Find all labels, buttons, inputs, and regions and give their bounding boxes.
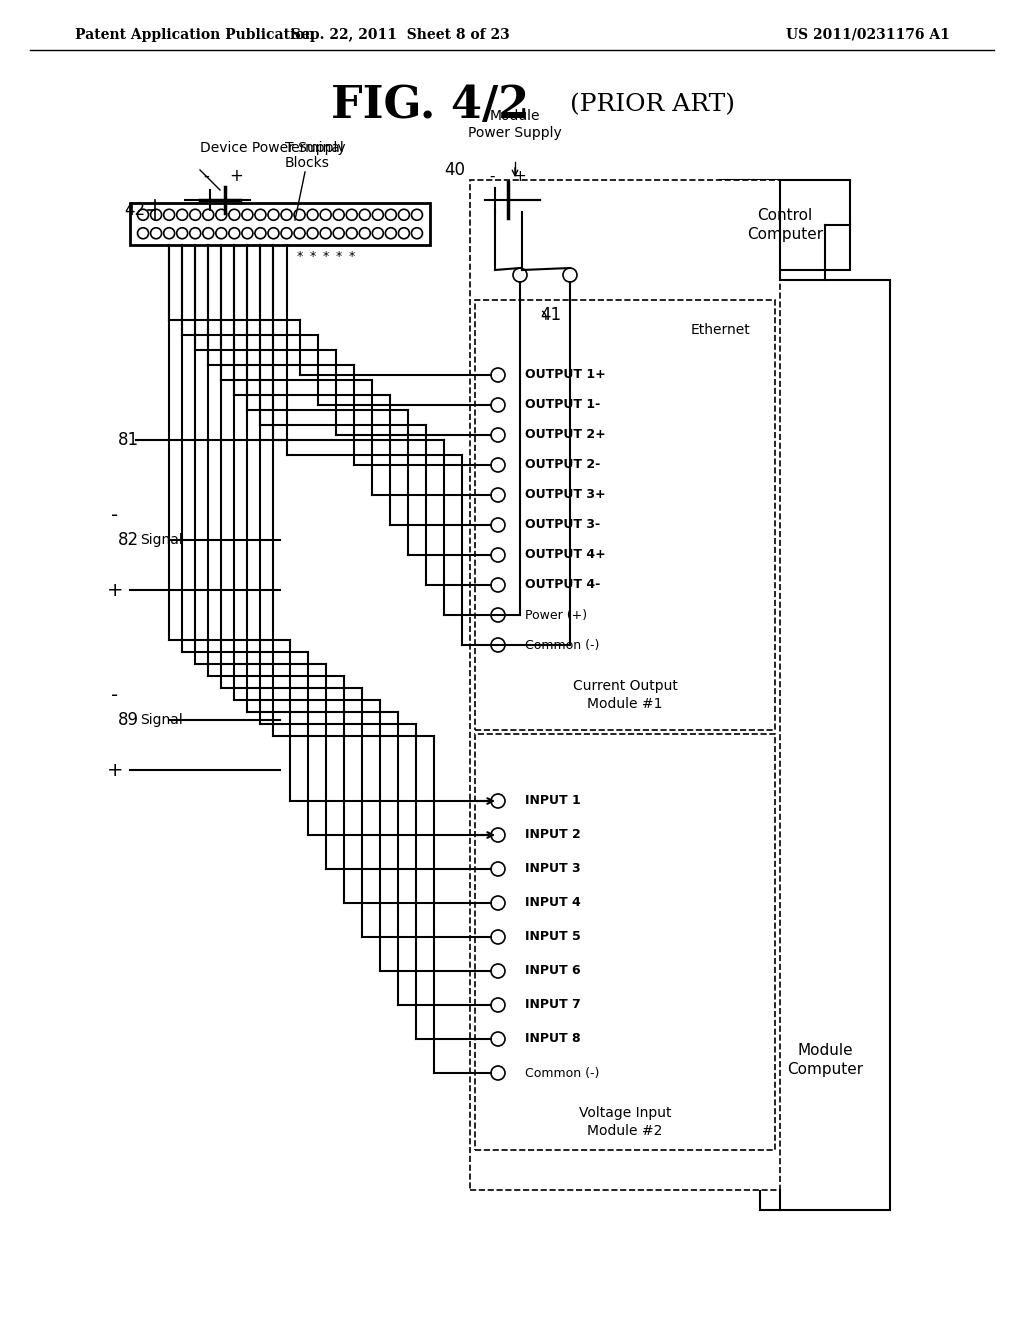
Text: Device Power Supply: Device Power Supply (200, 141, 346, 154)
Text: OUTPUT 2-: OUTPUT 2- (525, 458, 600, 471)
Text: -: - (203, 168, 209, 185)
Text: 40: 40 (444, 161, 466, 180)
Text: -: - (112, 506, 119, 524)
Text: Power (+): Power (+) (525, 609, 587, 622)
FancyBboxPatch shape (510, 784, 680, 1090)
FancyBboxPatch shape (760, 280, 890, 1210)
Bar (475, 300, 775, 730)
Text: FIG. 4/2: FIG. 4/2 (331, 83, 529, 127)
Text: Common (-): Common (-) (525, 1067, 599, 1080)
Text: Sep. 22, 2011  Sheet 8 of 23: Sep. 22, 2011 Sheet 8 of 23 (291, 28, 509, 42)
Text: INPUT 6: INPUT 6 (525, 965, 581, 978)
Text: OUTPUT 3-: OUTPUT 3- (525, 519, 600, 532)
Text: 81: 81 (118, 432, 139, 449)
Text: 89: 89 (118, 711, 139, 729)
Text: *: * (296, 249, 303, 263)
Text: INPUT 1: INPUT 1 (525, 795, 581, 808)
Text: INPUT 4: INPUT 4 (525, 896, 581, 909)
Text: (PRIOR ART): (PRIOR ART) (570, 94, 735, 116)
Text: OUTPUT 4-: OUTPUT 4- (525, 578, 600, 591)
Text: OUTPUT 2+: OUTPUT 2+ (525, 429, 606, 441)
Text: 82: 82 (118, 531, 139, 549)
Text: Current Output
Module #1: Current Output Module #1 (572, 678, 678, 711)
Text: Ethernet: Ethernet (690, 323, 750, 337)
Text: INPUT 2: INPUT 2 (525, 829, 581, 842)
Text: *: * (309, 249, 315, 263)
Text: OUTPUT 3+: OUTPUT 3+ (525, 488, 605, 502)
FancyBboxPatch shape (510, 360, 680, 660)
Text: -: - (489, 169, 495, 183)
Text: INPUT 5: INPUT 5 (525, 931, 581, 944)
Text: INPUT 3: INPUT 3 (525, 862, 581, 875)
Text: INPUT 8: INPUT 8 (525, 1032, 581, 1045)
Text: +: + (106, 581, 123, 599)
Text: Signal: Signal (140, 533, 182, 546)
Bar (470, 180, 780, 1191)
Text: Common (-): Common (-) (525, 639, 599, 652)
Text: Module
Power Supply: Module Power Supply (468, 108, 562, 140)
Text: OUTPUT 1+: OUTPUT 1+ (525, 368, 606, 381)
Text: +: + (229, 168, 243, 185)
Text: OUTPUT 1-: OUTPUT 1- (525, 399, 600, 412)
Text: +: + (514, 169, 526, 183)
Text: INPUT 7: INPUT 7 (525, 998, 581, 1011)
Text: US 2011/0231176 A1: US 2011/0231176 A1 (786, 28, 950, 42)
Bar (475, 734, 775, 1150)
FancyBboxPatch shape (130, 203, 430, 246)
Text: +: + (106, 760, 123, 780)
Text: -: - (112, 685, 119, 705)
Text: Patent Application Publication: Patent Application Publication (75, 28, 314, 42)
Text: 41: 41 (540, 306, 561, 323)
Text: Voltage Input
Module #2: Voltage Input Module #2 (579, 1106, 672, 1138)
Text: *: * (323, 249, 329, 263)
Text: Terminal: Terminal (285, 141, 344, 154)
Text: *: * (348, 249, 355, 263)
FancyBboxPatch shape (720, 180, 850, 271)
Text: Control
Computer: Control Computer (746, 207, 823, 243)
Text: 42: 42 (125, 201, 145, 219)
Text: Module
Computer: Module Computer (786, 1043, 863, 1077)
Text: *: * (336, 249, 342, 263)
Text: Signal: Signal (140, 713, 182, 727)
Text: Blocks: Blocks (285, 156, 330, 170)
Text: OUTPUT 4+: OUTPUT 4+ (525, 549, 606, 561)
